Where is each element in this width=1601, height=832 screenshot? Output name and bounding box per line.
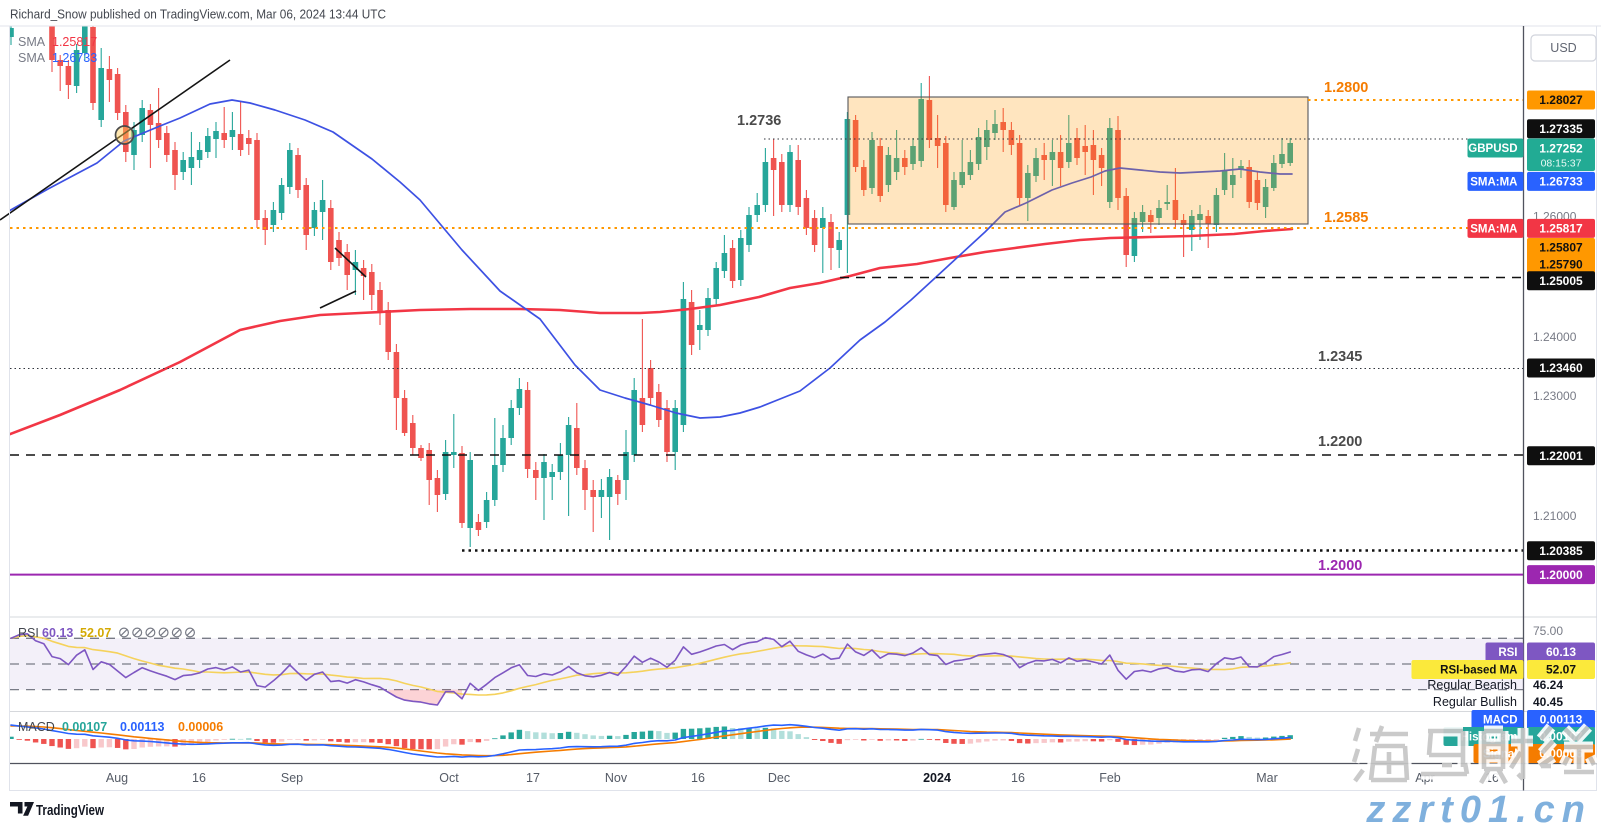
svg-text:Dec: Dec <box>768 771 790 785</box>
svg-text:1.24000: 1.24000 <box>1533 330 1577 344</box>
svg-text:RSI: RSI <box>1498 647 1517 659</box>
svg-text:1.2200: 1.2200 <box>1318 434 1362 450</box>
svg-text:2024: 2024 <box>923 771 951 785</box>
svg-text:0.00006: 0.00006 <box>178 720 223 734</box>
svg-text:SMA:MA: SMA:MA <box>1470 224 1517 236</box>
svg-text:0.00113: 0.00113 <box>1540 713 1583 727</box>
svg-text:1.2345: 1.2345 <box>1318 349 1362 365</box>
svg-text:1.25817: 1.25817 <box>52 35 97 49</box>
svg-text:MACD: MACD <box>18 720 55 734</box>
svg-text:Oct: Oct <box>439 771 459 785</box>
svg-text:1.2800: 1.2800 <box>1324 80 1368 96</box>
svg-text:Regular Bearish: Regular Bearish <box>1427 678 1517 692</box>
svg-text:SMA: SMA <box>18 51 46 65</box>
svg-text:SMA: SMA <box>18 35 46 49</box>
svg-text:1.26733: 1.26733 <box>1539 175 1583 189</box>
svg-text:Nov: Nov <box>605 771 628 785</box>
svg-text:16: 16 <box>192 771 206 785</box>
svg-text:1.20385: 1.20385 <box>1539 544 1583 558</box>
svg-text:1.23000: 1.23000 <box>1533 389 1577 403</box>
svg-text:52.07: 52.07 <box>1546 663 1576 677</box>
svg-text:1.21000: 1.21000 <box>1533 509 1577 523</box>
svg-text:0.00113: 0.00113 <box>120 720 165 734</box>
svg-text:1.25005: 1.25005 <box>1539 274 1583 288</box>
svg-text:75.00: 75.00 <box>1533 624 1563 638</box>
svg-text:1.27252: 1.27252 <box>1539 141 1583 155</box>
svg-text:16: 16 <box>691 771 705 785</box>
svg-text:Mar: Mar <box>1256 771 1278 785</box>
svg-text:zzrt01.cn: zzrt01.cn <box>1365 789 1592 827</box>
svg-text:52.07: 52.07 <box>80 626 111 640</box>
svg-text:MACD: MACD <box>1483 715 1518 727</box>
svg-text:1.20000: 1.20000 <box>1539 568 1583 582</box>
svg-text:Sep: Sep <box>281 771 303 785</box>
svg-text:1.25817: 1.25817 <box>1539 222 1583 236</box>
svg-text:1.2736: 1.2736 <box>737 113 781 129</box>
svg-text:60.13: 60.13 <box>42 626 73 640</box>
svg-text:16: 16 <box>1011 771 1025 785</box>
svg-text:1.2000: 1.2000 <box>1318 558 1362 574</box>
svg-text:USD: USD <box>1550 41 1576 55</box>
svg-text:TradingView: TradingView <box>36 803 105 819</box>
svg-text:46.24: 46.24 <box>1533 678 1563 692</box>
svg-text:1.22001: 1.22001 <box>1539 449 1583 463</box>
svg-text:GBPUSD: GBPUSD <box>1468 143 1517 155</box>
svg-text:08:15:37: 08:15:37 <box>1541 158 1582 170</box>
svg-text:Richard_Snow published on Trad: Richard_Snow published on TradingView.co… <box>10 7 386 22</box>
svg-text:60.13: 60.13 <box>1546 645 1576 659</box>
svg-text:Aug: Aug <box>106 771 128 785</box>
svg-text:1.28027: 1.28027 <box>1539 93 1583 107</box>
svg-text:Regular Bullish: Regular Bullish <box>1433 695 1517 709</box>
svg-text:1.25807: 1.25807 <box>1539 240 1583 254</box>
svg-text:1.25790: 1.25790 <box>1539 258 1583 272</box>
svg-text:1.2585: 1.2585 <box>1324 210 1368 226</box>
svg-text:40.45: 40.45 <box>1533 695 1563 709</box>
svg-text:RSI-based MA: RSI-based MA <box>1440 665 1517 677</box>
svg-text:17: 17 <box>526 771 540 785</box>
svg-text:0.00107: 0.00107 <box>62 720 107 734</box>
svg-text:1.27335: 1.27335 <box>1539 122 1583 136</box>
svg-text:1.26733: 1.26733 <box>52 51 97 65</box>
svg-text:1.23460: 1.23460 <box>1539 361 1583 375</box>
svg-text:Feb: Feb <box>1099 771 1121 785</box>
svg-text:SMA:MA: SMA:MA <box>1470 177 1517 189</box>
svg-text:RSI: RSI <box>18 626 39 640</box>
